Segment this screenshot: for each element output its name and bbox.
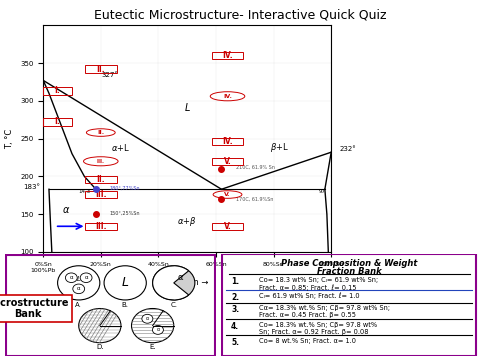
Text: C.: C. (170, 302, 177, 308)
Circle shape (65, 273, 77, 283)
Text: Co= 8 wt.% Sn; Fract. α= 1.0: Co= 8 wt.% Sn; Fract. α= 1.0 (259, 338, 356, 344)
Text: 4.: 4. (231, 321, 239, 330)
Text: 1.: 1. (231, 278, 239, 287)
Text: A.: A. (75, 302, 82, 308)
Text: Microstructure
Bank: Microstructure Bank (0, 298, 69, 319)
Circle shape (132, 309, 174, 343)
Circle shape (142, 314, 153, 323)
Text: Co= 18.3% wt.% Sn; Cβ= 97.8 wt%
Sn; Fract. α= 0.92 Fract. β= 0.08: Co= 18.3% wt.% Sn; Cβ= 97.8 wt% Sn; Frac… (259, 321, 377, 334)
Text: 170C, 61.9%Sn: 170C, 61.9%Sn (236, 197, 274, 202)
Text: V.: V. (224, 192, 231, 197)
Text: L: L (77, 276, 81, 282)
Text: V.: V. (224, 222, 231, 231)
Text: I.: I. (55, 86, 60, 95)
Text: B.: B. (122, 302, 129, 308)
Text: IV.: IV. (223, 94, 232, 99)
Text: α: α (70, 275, 73, 280)
Text: Eutectic Microstructure- Interactive Quick Quiz: Eutectic Microstructure- Interactive Qui… (94, 9, 386, 22)
Circle shape (104, 266, 146, 300)
Circle shape (80, 273, 92, 283)
Text: α: α (177, 273, 183, 282)
Text: 14.3: 14.3 (78, 189, 91, 194)
Text: $\alpha$+$\beta$: $\alpha$+$\beta$ (178, 215, 197, 228)
Circle shape (58, 266, 100, 300)
Text: α: α (77, 286, 81, 291)
Text: 150°,25%Sn: 150°,25%Sn (109, 211, 140, 216)
Text: L: L (122, 276, 129, 289)
Text: 180°,77%Sn: 180°,77%Sn (109, 186, 140, 191)
Text: III.: III. (95, 222, 107, 231)
Text: 327°: 327° (101, 72, 118, 78)
Text: α: α (146, 316, 149, 321)
Text: V.: V. (224, 157, 231, 166)
Text: $\alpha$+L: $\alpha$+L (111, 142, 131, 153)
Text: D.: D. (96, 345, 104, 350)
Text: 210C, 61.9% Sn: 210C, 61.9% Sn (236, 165, 275, 170)
Wedge shape (153, 266, 189, 300)
Text: α: α (156, 327, 159, 332)
Text: Cₗ= 61.9 wt% Sn; Fract. ℓ= 1.0: Cₗ= 61.9 wt% Sn; Fract. ℓ= 1.0 (259, 293, 360, 300)
Text: E.: E. (149, 345, 156, 350)
Text: $\alpha$: $\alpha$ (62, 206, 71, 215)
Text: III.: III. (95, 190, 107, 199)
Text: 5.: 5. (231, 338, 239, 347)
Text: 3.: 3. (231, 305, 239, 314)
Circle shape (79, 309, 121, 343)
Text: L: L (184, 103, 190, 113)
Text: II.: II. (96, 64, 105, 73)
Text: 232°: 232° (340, 146, 357, 152)
Text: II.: II. (96, 175, 105, 184)
Text: 183°: 183° (24, 184, 40, 190)
Text: $\beta$+L: $\beta$+L (270, 141, 289, 154)
Text: Phase Composition & Weight: Phase Composition & Weight (281, 259, 418, 268)
Y-axis label: T, °C: T, °C (5, 129, 14, 149)
Text: 2.: 2. (231, 293, 239, 302)
Circle shape (73, 284, 84, 294)
X-axis label: Wt% Sn →: Wt% Sn → (166, 278, 208, 287)
Text: I.: I. (55, 117, 60, 126)
Text: α: α (84, 275, 88, 280)
Text: Co= 18.3 wt% Sn; Cₗ= 61.9 wt% Sn;
Fract. α= 0.85; Fract. ℓ= 0.15: Co= 18.3 wt% Sn; Cₗ= 61.9 wt% Sn; Fract.… (259, 278, 378, 291)
Text: Cα= 18.3% wt.% Sn; Cβ= 97.8 wt% Sn;
Fract. α= 0.45 Fract. β= 0.55: Cα= 18.3% wt.% Sn; Cβ= 97.8 wt% Sn; Frac… (259, 305, 390, 318)
Circle shape (153, 266, 195, 300)
Text: 97: 97 (319, 189, 326, 194)
Circle shape (153, 325, 163, 334)
Text: II.: II. (97, 130, 104, 135)
Text: IV.: IV. (222, 137, 233, 146)
Text: IV.: IV. (222, 51, 233, 60)
Text: Fraction Bank: Fraction Bank (317, 267, 382, 276)
Text: III.: III. (97, 159, 105, 164)
